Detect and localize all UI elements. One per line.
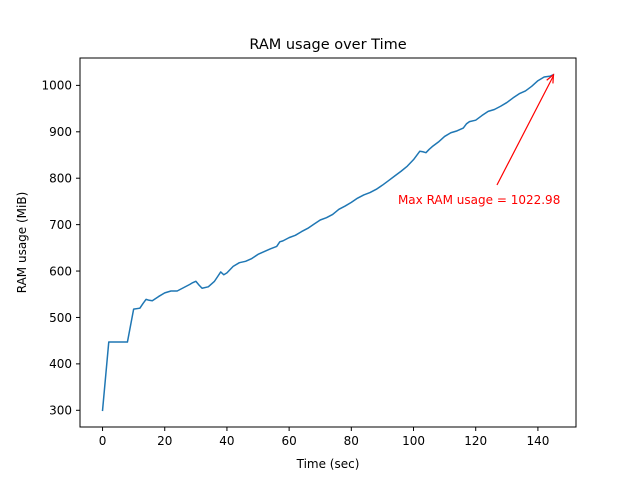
y-tick-label: 300	[49, 404, 72, 418]
y-axis-label: RAM usage (MiB)	[15, 192, 29, 294]
y-tick-label: 400	[49, 357, 72, 371]
plot-content	[101, 73, 555, 412]
chart-title: RAM usage over Time	[249, 37, 406, 53]
x-tick-label: 20	[157, 434, 172, 448]
x-tick-label: 80	[344, 434, 359, 448]
x-tick-label: 60	[281, 434, 296, 448]
x-tick-label: 0	[99, 434, 107, 448]
x-tick-label: 120	[464, 434, 487, 448]
x-tick-label: 40	[219, 434, 234, 448]
y-tick-label: 900	[49, 125, 72, 139]
y-tick-label: 700	[49, 218, 72, 232]
annotation-arrow-head	[546, 73, 555, 84]
y-tick-label: 1000	[41, 79, 72, 93]
x-axis-ticks: 0 20 40 60 80 100 120 140	[99, 427, 549, 448]
x-tick-label: 140	[526, 434, 549, 448]
annotation-arrow-line	[496, 75, 554, 186]
axes-frame	[79, 57, 577, 428]
x-tick-label: 100	[402, 434, 425, 448]
y-tick-label: 600	[49, 264, 72, 278]
y-axis-ticks: 300 400 500 600 700 800 900 1000	[41, 79, 80, 418]
y-tick-label: 800	[49, 172, 72, 186]
max-ram-annotation-text: Max RAM usage = 1022.98	[398, 193, 560, 207]
y-tick-label: 500	[49, 311, 72, 325]
ram-usage-series-line	[101, 73, 555, 412]
x-axis-label: Time (sec)	[296, 457, 360, 471]
